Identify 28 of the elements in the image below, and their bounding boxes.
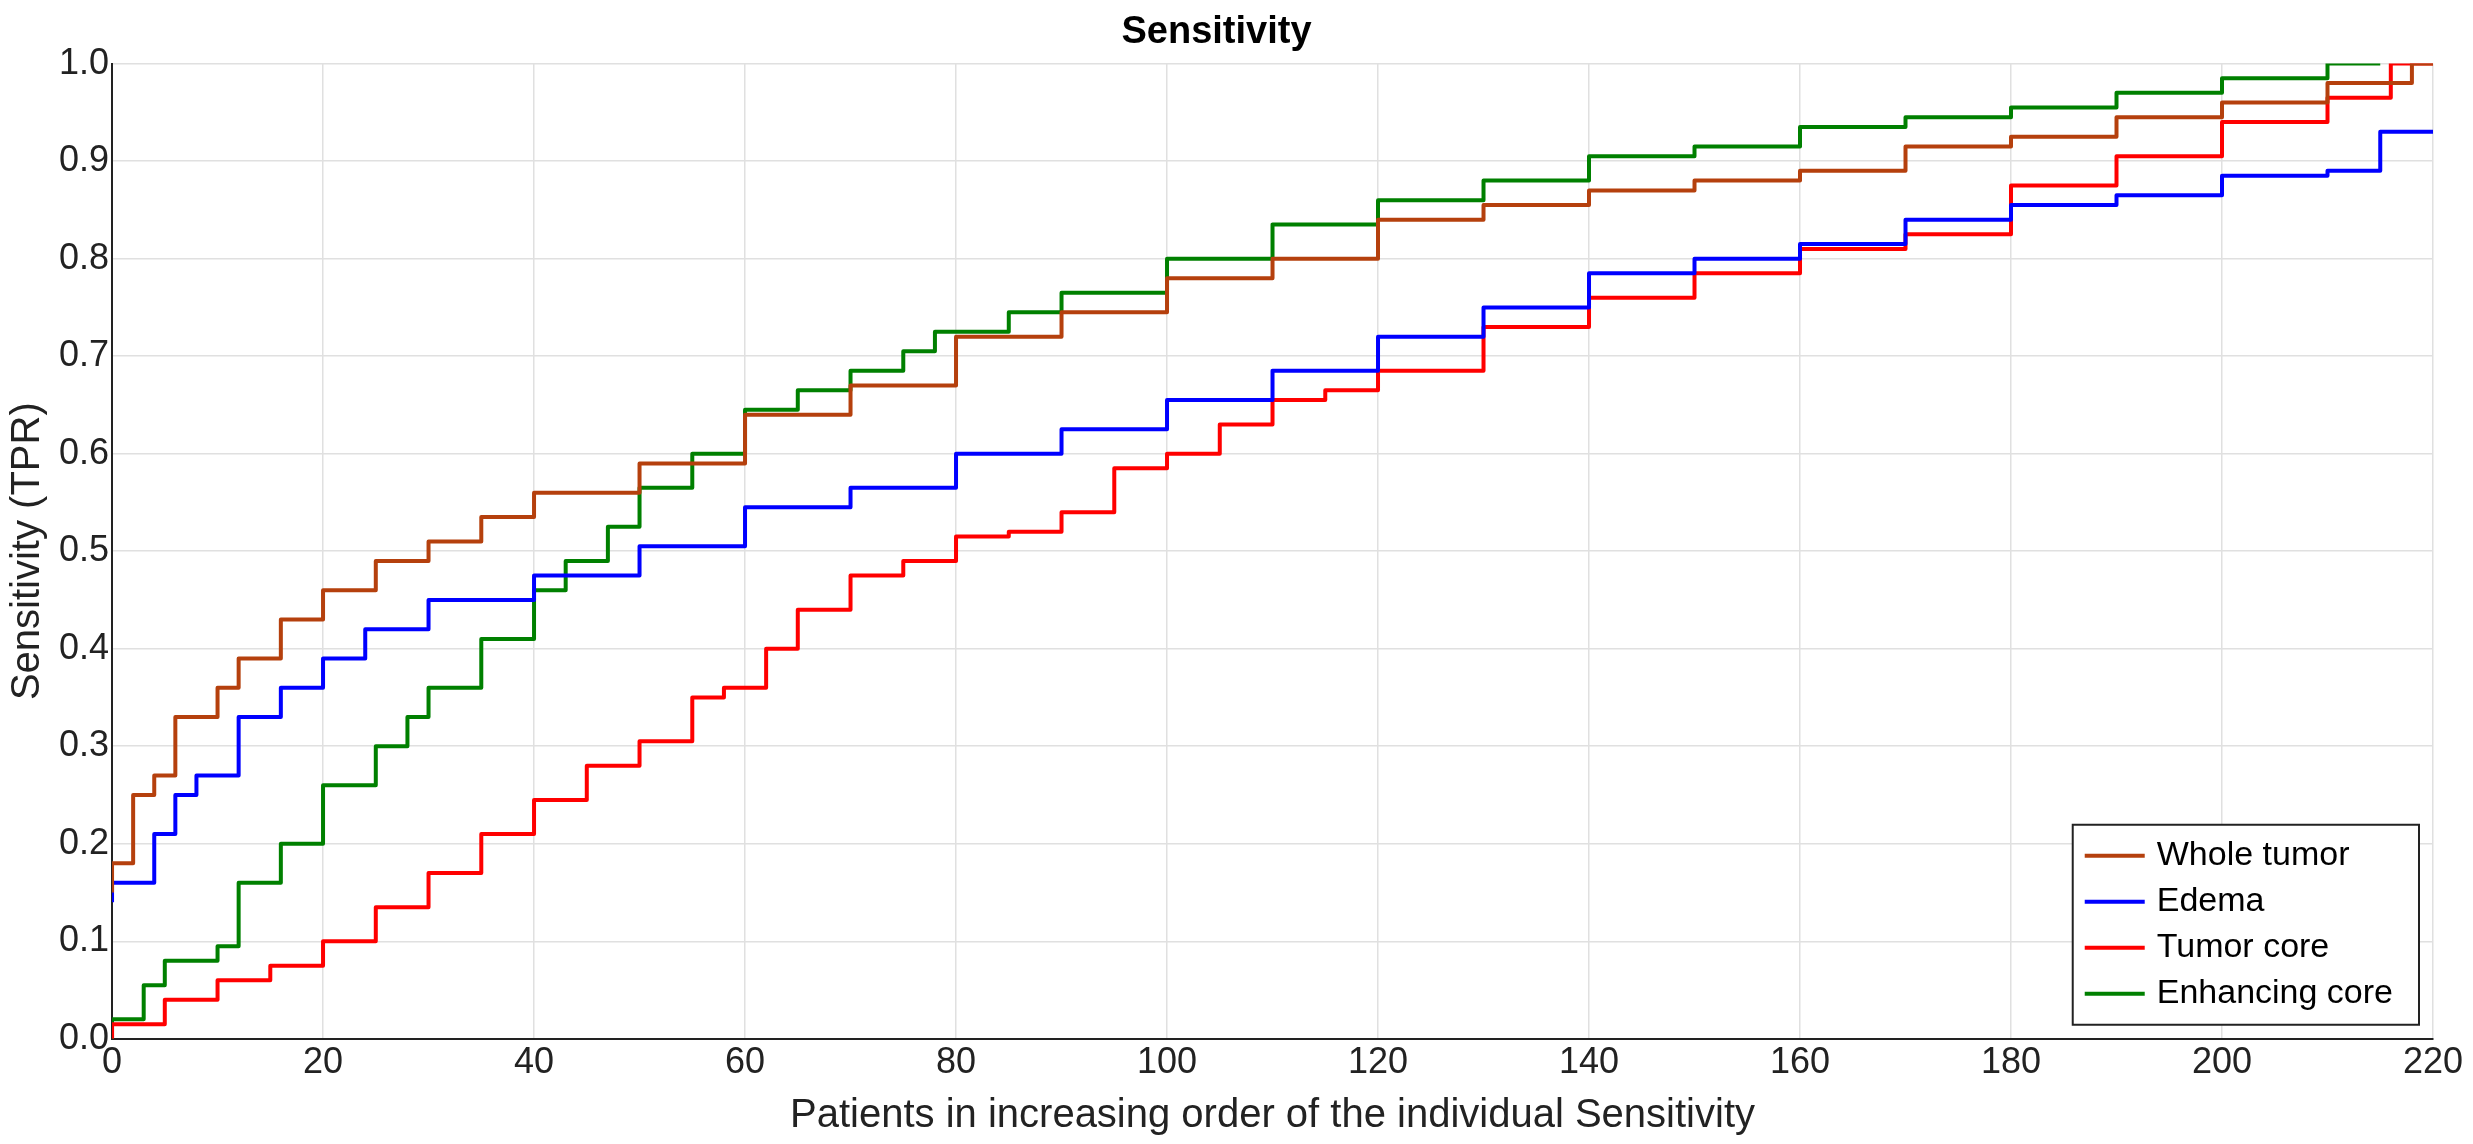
x-tick-label: 100 [1136, 1040, 1198, 1082]
legend-label: Enhancing core [2156, 972, 2394, 1011]
x-tick-label: 140 [1558, 1040, 1620, 1082]
y-tick-label: 0.9 [59, 138, 110, 180]
legend-label: Whole tumor [2156, 834, 2350, 873]
x-tick-label: 160 [1769, 1040, 1831, 1082]
x-tick-label: 80 [936, 1040, 977, 1082]
legend-label: Tumor core [2156, 926, 2330, 965]
chart-title: Sensitivity [1121, 9, 1312, 52]
y-tick-label: 0.1 [59, 918, 110, 960]
y-tick-label: 0.6 [59, 430, 110, 472]
y-tick-label: 0.2 [59, 820, 110, 862]
x-tick-label: 220 [2402, 1040, 2464, 1082]
y-tick-label: 0.7 [59, 333, 110, 375]
legend-label: Edema [2156, 880, 2265, 919]
x-tick-label: 120 [1347, 1040, 1409, 1082]
y-axis-title: Sensitivity (TPR) [3, 402, 48, 701]
x-tick-label: 40 [514, 1040, 555, 1082]
x-axis-title: Patients in increasing order of the individual Sensitivity [790, 1091, 1756, 1136]
x-tick-label: 20 [303, 1040, 344, 1082]
y-tick-label: 0.3 [59, 723, 110, 765]
y-tick-label: 0.8 [59, 235, 110, 277]
y-tick-label: 0.5 [59, 528, 110, 570]
x-tick-label: 180 [1980, 1040, 2042, 1082]
y-tick-label: 1.0 [59, 40, 110, 82]
y-tick-label: 0.4 [59, 625, 110, 667]
x-tick-label: 60 [725, 1040, 766, 1082]
x-tick-label: 200 [2191, 1040, 2253, 1082]
